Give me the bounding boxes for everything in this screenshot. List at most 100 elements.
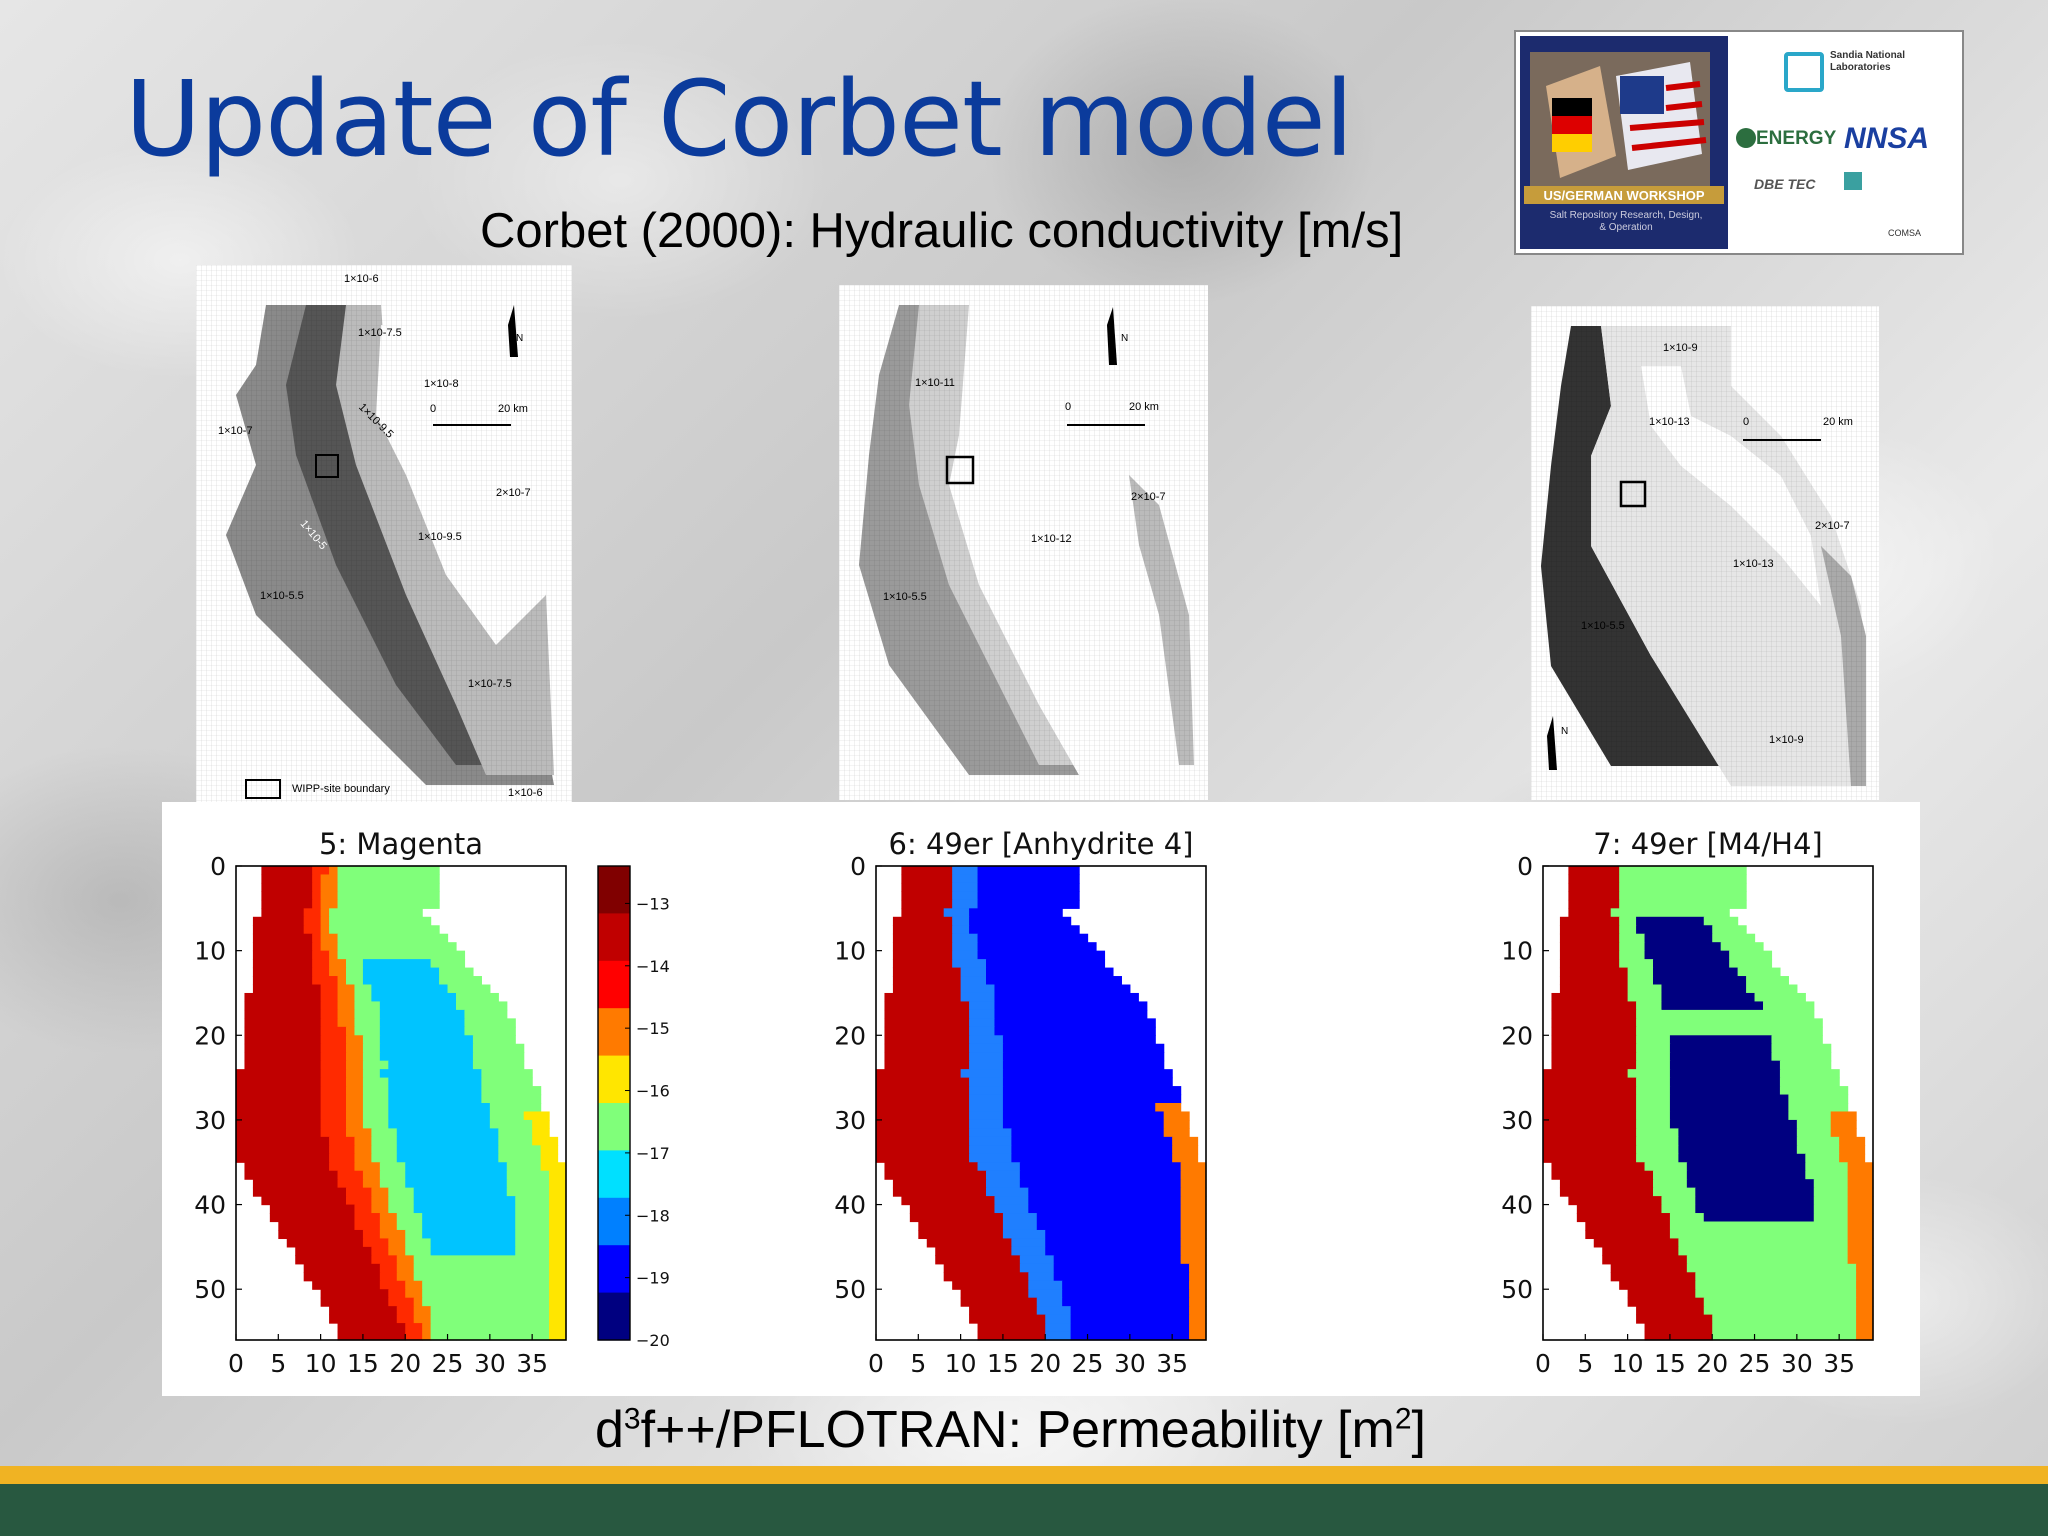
heatmap-cell [362, 1111, 389, 1121]
heatmap-cell [1644, 882, 1713, 892]
heatmap-cell [1610, 908, 1637, 918]
heatmap-cell [540, 1153, 559, 1163]
heatmap-cell [506, 1170, 550, 1180]
heatmap-cell [329, 967, 347, 977]
heatmap-cell [1172, 1145, 1199, 1155]
heatmap-cell [346, 874, 406, 884]
y-tick-label: 10 [834, 937, 866, 966]
heatmap-cell [1636, 1043, 1671, 1053]
heatmap-cell [346, 1128, 372, 1138]
heatmap-cell [1847, 1221, 1874, 1231]
heatmap-cell [236, 1094, 322, 1104]
heatmap-cell [337, 866, 356, 876]
heatmap-cell [379, 1272, 398, 1282]
heatmap-cell [422, 1221, 516, 1231]
x-tick-label: 0 [1535, 1349, 1551, 1378]
heatmap-cell [1788, 992, 1806, 1003]
heatmap-cell [1805, 1162, 1849, 1172]
heatmap-cell [244, 1035, 322, 1045]
y-tick-label: 40 [194, 1191, 226, 1220]
heatmap-cell [1644, 1162, 1688, 1172]
heatmap-cell [346, 891, 406, 901]
heatmap-cell [244, 1060, 322, 1070]
y-tick-label: 50 [1501, 1275, 1533, 1304]
heatmap-cell [320, 1069, 347, 1079]
heatmap-cell [1847, 1255, 1874, 1265]
heatmap-cell [969, 1314, 1046, 1324]
heatmap-cell [892, 976, 962, 986]
heatmap-cell [1180, 1187, 1207, 1197]
heatmap-cell [1036, 1221, 1182, 1231]
heatmap-cell [1062, 899, 1080, 909]
heatmap-cell [1712, 1323, 1739, 1333]
heatmap-cell [1138, 1052, 1165, 1062]
heatmap-cell [935, 1246, 1012, 1256]
subtitle-sup-3: 3 [623, 1402, 641, 1436]
heatmap-cell [1763, 1001, 1798, 1011]
heatmap-cell [1189, 1331, 1207, 1341]
heatmap-cell [371, 1136, 398, 1146]
heatmap-cell [346, 959, 364, 969]
heatmap-cell [1720, 1263, 1823, 1273]
heatmap-cell [1036, 1297, 1063, 1307]
heatmap-cell [1661, 1196, 1696, 1206]
heatmap-cell [1813, 1187, 1849, 1197]
heatmap-cell [481, 1069, 516, 1079]
heatmap-cell [1636, 1153, 1679, 1163]
heatmap-cell [346, 1043, 364, 1053]
heatmap-cell [405, 1229, 423, 1240]
heatmap-cell [1856, 1323, 1874, 1333]
heatmap-cell [1636, 1077, 1671, 1087]
y-tick-label: 30 [834, 1106, 866, 1135]
heatmap-cell [549, 1246, 567, 1256]
heatmap-cell [1813, 1179, 1849, 1189]
heatmap-cell [969, 1103, 1004, 1113]
heatmap-cell [977, 866, 1063, 876]
heatmap-cell [549, 1170, 567, 1180]
heatmap-cell [278, 1229, 364, 1240]
heatmap-cell [320, 1297, 389, 1307]
heatmap-cell [1695, 1204, 1815, 1214]
x-tick-label: 0 [228, 1349, 244, 1378]
heatmap-cell [261, 874, 313, 884]
heatmap-cell [1062, 891, 1080, 901]
heatmap-cell [354, 984, 372, 994]
heatmap-cell [346, 1077, 364, 1087]
heatmap-cell [1551, 1018, 1637, 1028]
heatmap-cell [1155, 1086, 1182, 1096]
heatmap-cell [969, 1153, 1012, 1163]
heatmap-cell [969, 1306, 1038, 1316]
heatmap-cell [994, 1018, 1131, 1028]
heatmap-cell [1053, 1263, 1190, 1273]
heatmap-cell [1678, 1136, 1798, 1146]
heatmap-cell [346, 1035, 364, 1045]
heatmap-cell [1636, 925, 1713, 935]
heatmap-cell [312, 874, 322, 884]
heatmap-cell [337, 1018, 356, 1028]
heatmap-cell [405, 874, 432, 884]
heatmap-cell [447, 950, 466, 960]
heatmap-cell [1712, 908, 1730, 918]
logo-photo [1520, 36, 1728, 249]
heatmap-cell [430, 1246, 516, 1256]
y-tick-label: 20 [834, 1021, 866, 1050]
heatmap-cell [329, 925, 347, 935]
heatmap-cell [1002, 1060, 1148, 1070]
heatmap-cell [1568, 891, 1620, 901]
heatmap-cell [362, 976, 440, 986]
heatmap-cell [346, 916, 398, 926]
heatmap-cell [346, 967, 364, 977]
heatmap-cell [1543, 1103, 1637, 1113]
y-tick-label: 40 [1501, 1191, 1533, 1220]
heatmap-cell [1805, 1043, 1832, 1053]
heatmap-cell [515, 1086, 542, 1096]
heatmap-cell [1822, 1289, 1857, 1299]
heatmap-cell [1856, 1280, 1874, 1290]
heatmap-cell [362, 1052, 381, 1062]
heatmap-cell [1129, 1001, 1148, 1011]
heatmap-cell [236, 1103, 322, 1113]
heatmap-cell [354, 992, 372, 1003]
heatmap-cell [1653, 967, 1739, 977]
heatmap-cell [1822, 1297, 1857, 1307]
heatmap-cell [1070, 1323, 1190, 1333]
